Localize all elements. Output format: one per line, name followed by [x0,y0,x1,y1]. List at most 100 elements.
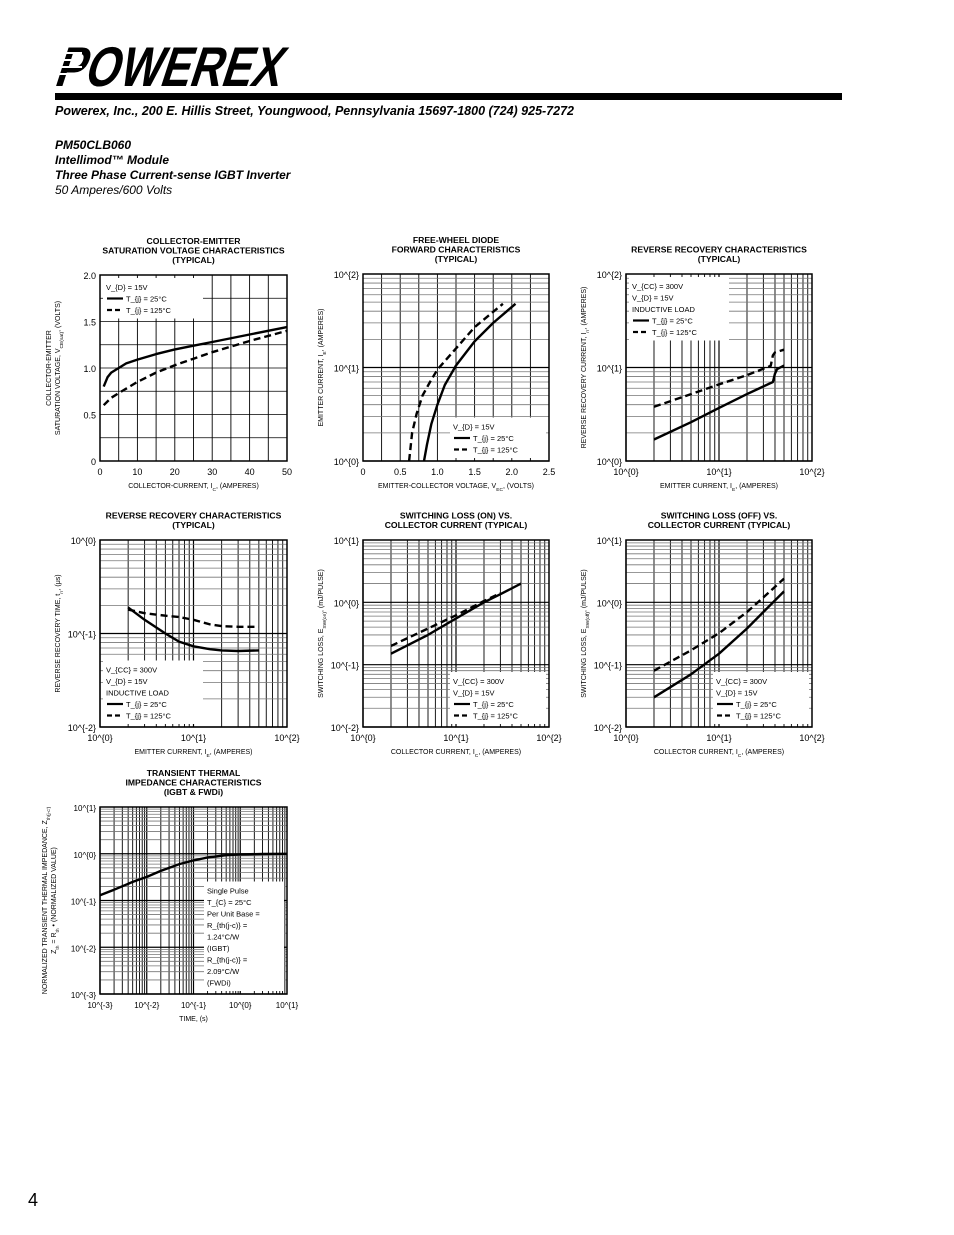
plot-frame [99,274,288,462]
x-axis-label: TIME, (s) [179,1016,208,1023]
legend-text: 1.24°C/W [207,933,240,942]
legend-text: INDUCTIVE LOAD [632,305,696,314]
chart-title: IMPEDANCE CHARACTERISTICS [125,778,261,788]
x-tick-label: 1.0 [431,467,444,477]
legend-text: Per Unit Base = [207,910,260,919]
plot-frame [99,539,288,728]
x-tick-label: 2.5 [543,467,556,477]
chart-title: COLLECTOR CURRENT (TYPICAL) [385,520,528,530]
plot-frame [362,273,550,462]
x-tick-label: 10^{1} [706,733,731,743]
legend-box [204,881,284,991]
y-tick-label: 0.5 [83,411,96,421]
y-tick-label: 10^{0} [71,536,96,546]
legend-text: V_{D} = 15V [453,423,495,432]
product-rating: 50 Amperes/600 Volts [55,183,173,197]
plot-frame [362,539,550,728]
chart-title: SWITCHING LOSS (ON) VS. [400,511,512,521]
y-tick-label: 10^{-1} [71,898,96,907]
x-tick-label: 10^{-1} [181,1001,206,1010]
series-line-dashed [407,302,504,462]
y-tick-label: 10^{1} [334,364,359,374]
chart-title: REVERSE RECOVERY CHARACTERISTICS [106,511,282,521]
x-tick-label: 0.5 [394,467,407,477]
y-tick-label: 10^{-2} [594,723,622,733]
y-tick-label: 10^{-2} [331,723,359,733]
legend-text: 2.09°C/W [207,967,240,976]
chart-title: SWITCHING LOSS (OFF) VS. [661,511,778,521]
legend-text: R_{th(j-c)} = [207,921,248,930]
series-line-solid [390,582,522,655]
y-axis-label: SWITCHING LOSS, ESW(off), (mJ/PULSE) [581,569,591,698]
legend: V_{CC} = 300V V_{D} = 15V INDUCTIVE LOAD T_… [103,660,203,724]
product-info: PM50CLB060 Intellimod™ Module Three Phas… [55,138,290,198]
chart-title: (TYPICAL) [698,254,741,264]
legend-text: V_{CC} = 300V [716,677,767,686]
chart-title: FORWARD CHARACTERISTICS [392,245,521,255]
y-tick-label: 10^{-2} [71,944,96,953]
legend-text: INDUCTIVE LOAD [106,689,170,698]
legend-text: T_{j} = 25°C [652,317,693,326]
product-line: Intellimod™ Module [55,153,169,167]
x-tick-label: 0 [97,467,102,477]
series-line-solid [99,852,288,897]
chart-title: SATURATION VOLTAGE CHARACTERISTICS [102,246,284,256]
legend: V_{CC} = 300V V_{D} = 15V T_{j} = 25°C T_{j… [450,672,546,724]
x-tick-label: 10 [132,467,142,477]
series-line-dashed [653,577,785,672]
x-tick-label: 40 [245,467,255,477]
page-number: 4 [28,1190,39,1210]
y-tick-label: 10^{-1} [331,661,359,671]
legend: V_{CC} = 300V V_{D} = 15V INDUCTIVE LOAD T_… [629,277,729,341]
legend-box [629,277,729,341]
x-tick-label: 10^{0} [229,1001,252,1010]
chart-4: REVERSE RECOVERY CHARACTERISTICS(TYPICAL… [55,511,300,759]
y-tick-label: 10^{0} [334,457,359,467]
legend-text: (FWDi) [207,979,231,988]
x-tick-label: 10^{2} [274,733,299,743]
x-axis-label: COLLECTOR CURRENT, IC, (AMPERES) [654,749,784,759]
legend-text: V_{D} = 15V [106,677,148,686]
legend-text: R_{th(j-c)} = [207,956,248,965]
legend-box [103,660,203,724]
x-tick-label: 10^{0} [613,467,638,477]
y-axis-label: SWITCHING LOSS, ESW(on), (mJ/PULSE) [318,569,328,698]
legend-text: V_{CC} = 300V [453,677,504,686]
legend: V_{D} = 15V T_{j} = 25°C T_{j} = 125°C [450,417,546,458]
legend-text: (IGBT) [207,944,230,953]
x-tick-label: 30 [207,467,217,477]
chart-title: FREE-WHEEL DIODE [413,235,500,245]
x-tick-label: 10^{2} [799,733,824,743]
y-tick-label: 10^{1} [597,364,622,374]
legend-text: T_{j} = 25°C [126,700,167,709]
y-axis-label: COLLECTOR-EMITTER [46,330,53,406]
series-line-dashed [127,608,259,628]
y-axis-label: Zth = Rth • (NORMALIZED VALUE) [51,847,61,954]
company-address: Powerex, Inc., 200 E. Hillis Street, You… [55,104,574,118]
series-line-solid [653,364,785,441]
plot-frame [99,806,288,995]
y-tick-label: 2.0 [83,271,96,281]
y-axis-label: REVERSE RECOVERY CURRENT, Irr, (AMPERES) [581,287,591,449]
chart-5: SWITCHING LOSS (ON) VS.COLLECTOR CURRENT… [318,511,562,759]
legend-text: V_{CC} = 300V [106,666,157,675]
x-tick-label: 50 [282,467,292,477]
plot-frame [625,273,813,462]
legend-text: V_{D} = 15V [716,689,758,698]
plot-frame [625,539,813,728]
y-axis-label: SATURATION VOLTAGE, VCE(sat), (VOLTS) [55,301,65,435]
legend-text: V_{D} = 15V [453,689,495,698]
chart-title: REVERSE RECOVERY CHARACTERISTICS [631,245,807,255]
x-tick-label: 20 [170,467,180,477]
x-axis-label: COLLECTOR CURRENT, IC, (AMPERES) [391,749,521,759]
legend-text: T_{j} = 25°C [736,700,777,709]
chart-title: COLLECTOR CURRENT (TYPICAL) [648,520,791,530]
legend-text: V_{D} = 15V [106,283,148,292]
x-tick-label: 10^{2} [536,733,561,743]
y-axis-label: EMITTER CURRENT, IE, (AMPERES) [318,308,328,426]
x-tick-label: 10^{0} [613,733,638,743]
series-line-solid [102,325,288,388]
